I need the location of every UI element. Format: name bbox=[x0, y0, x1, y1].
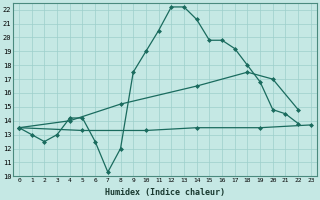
X-axis label: Humidex (Indice chaleur): Humidex (Indice chaleur) bbox=[105, 188, 225, 197]
